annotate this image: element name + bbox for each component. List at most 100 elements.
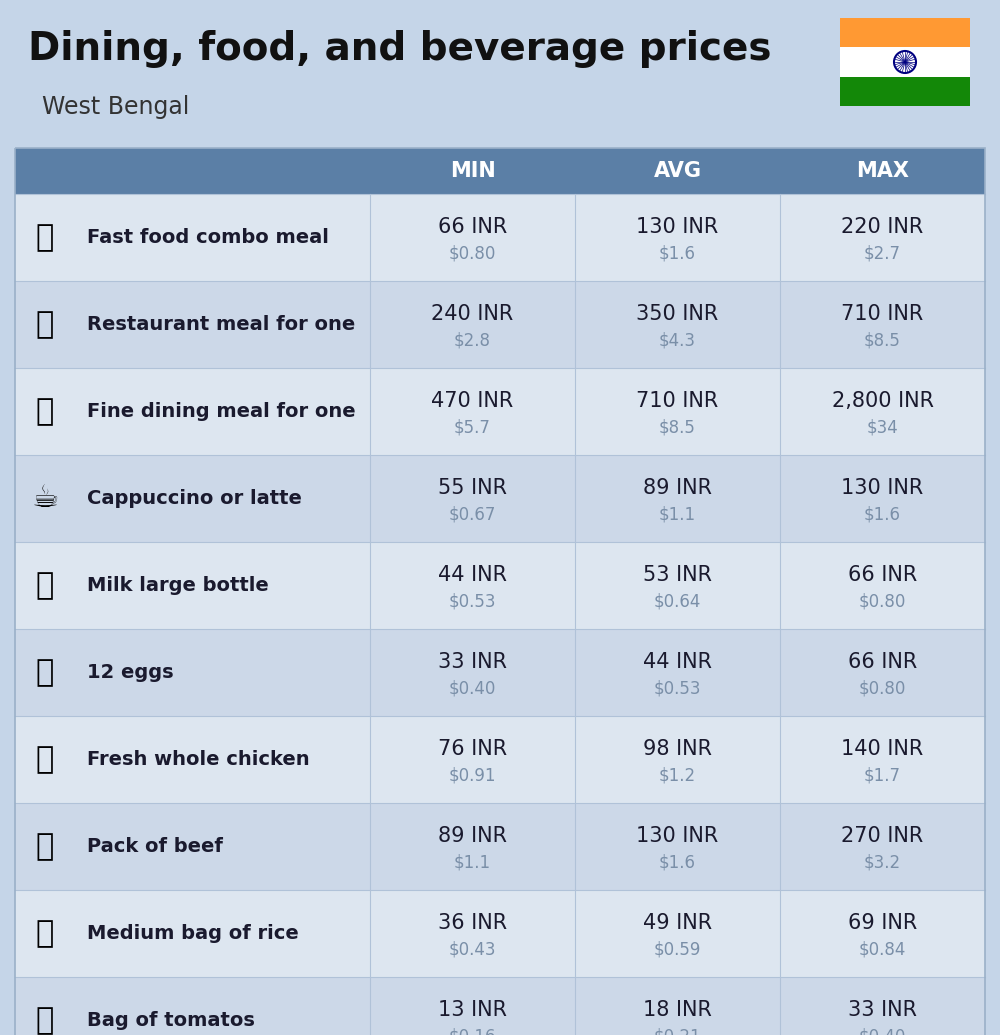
Text: Milk large bottle: Milk large bottle bbox=[87, 576, 269, 595]
Text: $0.64: $0.64 bbox=[654, 592, 701, 611]
Bar bbox=[15, 455, 985, 542]
Text: 470 INR: 470 INR bbox=[431, 391, 514, 411]
Text: Fine dining meal for one: Fine dining meal for one bbox=[87, 402, 356, 421]
Text: 33 INR: 33 INR bbox=[848, 1000, 917, 1021]
Text: Fast food combo meal: Fast food combo meal bbox=[87, 228, 329, 247]
Text: $0.53: $0.53 bbox=[654, 679, 701, 698]
Text: 350 INR: 350 INR bbox=[636, 304, 719, 324]
Text: 220 INR: 220 INR bbox=[841, 217, 924, 237]
Text: 130 INR: 130 INR bbox=[636, 826, 719, 846]
Text: 36 INR: 36 INR bbox=[438, 913, 507, 934]
Text: 🥩: 🥩 bbox=[36, 832, 54, 861]
Text: Dining, food, and beverage prices: Dining, food, and beverage prices bbox=[28, 30, 772, 68]
Text: $1.1: $1.1 bbox=[659, 505, 696, 523]
Bar bbox=[15, 194, 985, 280]
Text: $8.5: $8.5 bbox=[864, 331, 901, 349]
Bar bbox=[15, 803, 985, 890]
Bar bbox=[15, 148, 985, 1035]
Bar bbox=[840, 77, 970, 106]
Text: 12 eggs: 12 eggs bbox=[87, 663, 174, 682]
Bar bbox=[15, 148, 985, 194]
Text: 🍅: 🍅 bbox=[36, 1006, 54, 1035]
Bar bbox=[15, 977, 985, 1035]
Text: 130 INR: 130 INR bbox=[841, 478, 924, 498]
Text: $0.91: $0.91 bbox=[449, 766, 496, 785]
Text: $2.8: $2.8 bbox=[454, 331, 491, 349]
Text: 🥛: 🥛 bbox=[36, 571, 54, 600]
Text: 66 INR: 66 INR bbox=[438, 217, 507, 237]
Text: 710 INR: 710 INR bbox=[636, 391, 719, 411]
Text: 76 INR: 76 INR bbox=[438, 739, 507, 759]
Text: 130 INR: 130 INR bbox=[636, 217, 719, 237]
Text: $1.2: $1.2 bbox=[659, 766, 696, 785]
Text: 🌾: 🌾 bbox=[36, 919, 54, 948]
Text: 🍽️: 🍽️ bbox=[36, 397, 54, 426]
Bar bbox=[15, 716, 985, 803]
Text: $2.7: $2.7 bbox=[864, 244, 901, 262]
Text: Cappuccino or latte: Cappuccino or latte bbox=[87, 489, 302, 508]
Text: $0.40: $0.40 bbox=[449, 679, 496, 698]
Text: $0.53: $0.53 bbox=[449, 592, 496, 611]
Text: $1.6: $1.6 bbox=[659, 853, 696, 871]
Text: $1.1: $1.1 bbox=[454, 853, 491, 871]
Text: 69 INR: 69 INR bbox=[848, 913, 917, 934]
Bar bbox=[840, 48, 970, 77]
Text: $0.40: $0.40 bbox=[859, 1027, 906, 1035]
Text: 18 INR: 18 INR bbox=[643, 1000, 712, 1021]
Text: $5.7: $5.7 bbox=[454, 418, 491, 436]
Text: 140 INR: 140 INR bbox=[841, 739, 924, 759]
Text: $0.80: $0.80 bbox=[859, 592, 906, 611]
Text: Pack of beef: Pack of beef bbox=[87, 837, 223, 856]
Text: $0.80: $0.80 bbox=[859, 679, 906, 698]
Text: $0.21: $0.21 bbox=[654, 1027, 701, 1035]
Text: ☕: ☕ bbox=[31, 484, 59, 513]
Text: $8.5: $8.5 bbox=[659, 418, 696, 436]
Text: Fresh whole chicken: Fresh whole chicken bbox=[87, 750, 310, 769]
Text: 🍗: 🍗 bbox=[36, 745, 54, 774]
Text: $4.3: $4.3 bbox=[659, 331, 696, 349]
Text: 66 INR: 66 INR bbox=[848, 652, 917, 672]
Bar bbox=[15, 368, 985, 455]
Text: 2,800 INR: 2,800 INR bbox=[832, 391, 934, 411]
Text: MAX: MAX bbox=[856, 161, 909, 181]
Text: $0.67: $0.67 bbox=[449, 505, 496, 523]
Text: $0.84: $0.84 bbox=[859, 940, 906, 958]
Text: 33 INR: 33 INR bbox=[438, 652, 507, 672]
Text: 66 INR: 66 INR bbox=[848, 565, 917, 585]
Text: $1.6: $1.6 bbox=[659, 244, 696, 262]
Bar bbox=[15, 629, 985, 716]
Text: 44 INR: 44 INR bbox=[643, 652, 712, 672]
Text: 🥚: 🥚 bbox=[36, 658, 54, 687]
Text: Restaurant meal for one: Restaurant meal for one bbox=[87, 315, 355, 334]
Text: 13 INR: 13 INR bbox=[438, 1000, 507, 1021]
Text: $0.43: $0.43 bbox=[449, 940, 496, 958]
Text: 240 INR: 240 INR bbox=[431, 304, 514, 324]
Text: 🍳: 🍳 bbox=[36, 310, 54, 339]
Bar bbox=[840, 18, 970, 48]
Bar bbox=[15, 890, 985, 977]
Text: $34: $34 bbox=[867, 418, 898, 436]
Text: 44 INR: 44 INR bbox=[438, 565, 507, 585]
Text: 🍔: 🍔 bbox=[36, 223, 54, 252]
Text: 89 INR: 89 INR bbox=[438, 826, 507, 846]
Text: $3.2: $3.2 bbox=[864, 853, 901, 871]
Text: 53 INR: 53 INR bbox=[643, 565, 712, 585]
Bar bbox=[15, 542, 985, 629]
Text: West Bengal: West Bengal bbox=[42, 95, 189, 119]
Text: 55 INR: 55 INR bbox=[438, 478, 507, 498]
Text: $0.80: $0.80 bbox=[449, 244, 496, 262]
Text: 49 INR: 49 INR bbox=[643, 913, 712, 934]
Text: $1.7: $1.7 bbox=[864, 766, 901, 785]
Text: $0.59: $0.59 bbox=[654, 940, 701, 958]
Text: $0.16: $0.16 bbox=[449, 1027, 496, 1035]
Text: MIN: MIN bbox=[450, 161, 495, 181]
Text: 98 INR: 98 INR bbox=[643, 739, 712, 759]
Text: $1.6: $1.6 bbox=[864, 505, 901, 523]
Text: 89 INR: 89 INR bbox=[643, 478, 712, 498]
Text: Bag of tomatos: Bag of tomatos bbox=[87, 1011, 255, 1030]
Text: 270 INR: 270 INR bbox=[841, 826, 924, 846]
Bar bbox=[15, 280, 985, 368]
Text: Medium bag of rice: Medium bag of rice bbox=[87, 924, 299, 943]
Text: 710 INR: 710 INR bbox=[841, 304, 924, 324]
Text: AVG: AVG bbox=[654, 161, 702, 181]
